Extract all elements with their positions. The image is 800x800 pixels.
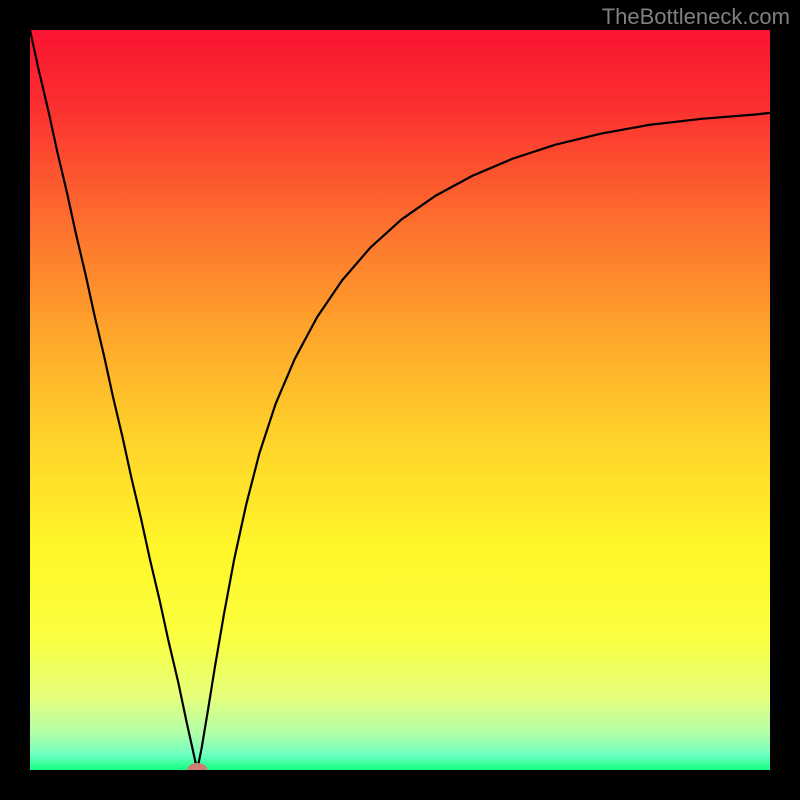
plot-background bbox=[30, 30, 770, 770]
chart-container: TheBottleneck.com bbox=[0, 0, 800, 800]
chart-svg bbox=[0, 0, 800, 800]
watermark-text: TheBottleneck.com bbox=[602, 0, 800, 32]
